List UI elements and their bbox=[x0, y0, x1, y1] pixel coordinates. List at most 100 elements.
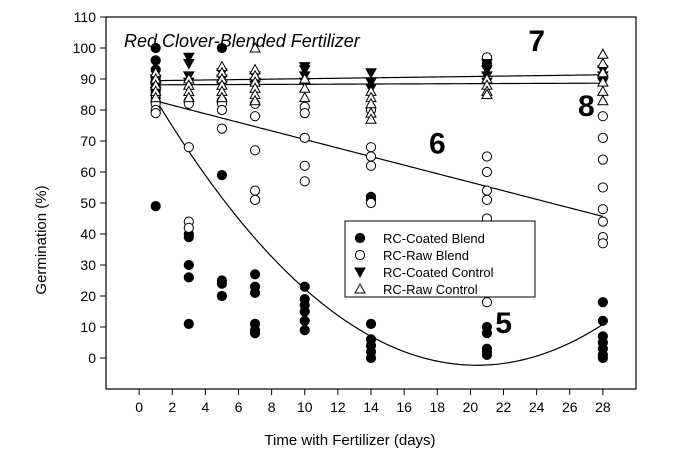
data-point bbox=[299, 132, 310, 143]
data-point bbox=[597, 204, 608, 215]
chart-title: Red Clover-Blended Fertilizer bbox=[124, 31, 361, 51]
data-point bbox=[249, 269, 261, 280]
legend-box bbox=[344, 220, 536, 298]
x-tick-label: 12 bbox=[330, 399, 346, 415]
data-point bbox=[597, 132, 608, 143]
legend-marker bbox=[354, 249, 366, 261]
legend-label: RC-Coated Blend bbox=[383, 231, 485, 246]
data-point bbox=[249, 194, 261, 205]
data-point bbox=[481, 349, 493, 360]
data-point bbox=[183, 232, 194, 243]
curve-labels: 5 6 78 bbox=[429, 25, 595, 340]
data-point bbox=[481, 194, 493, 205]
data-point bbox=[597, 216, 608, 227]
data-point bbox=[183, 222, 194, 233]
x-tick-label: 28 bbox=[595, 399, 611, 415]
data-point bbox=[150, 55, 161, 66]
data-point bbox=[481, 65, 493, 76]
data-point bbox=[150, 108, 161, 119]
data-point bbox=[249, 41, 261, 53]
y-tick-label: 70 bbox=[80, 133, 96, 149]
x-axis-ticks: 0 2 4 6 8 10 12 14 16 18 20 22 24 26 28 bbox=[135, 389, 611, 415]
data-point bbox=[481, 328, 493, 339]
data-point bbox=[249, 185, 261, 196]
data-point bbox=[299, 315, 310, 326]
series-4 bbox=[149, 41, 609, 124]
data-point bbox=[365, 77, 377, 89]
fit-line-8 bbox=[155, 82, 603, 86]
data-point bbox=[150, 42, 161, 54]
x-tick-label: 2 bbox=[168, 399, 176, 415]
x-tick-label: 4 bbox=[201, 399, 209, 415]
data-point bbox=[299, 281, 310, 292]
y-tick-label: 20 bbox=[80, 288, 96, 304]
x-tick-label: 6 bbox=[235, 399, 243, 415]
data-point bbox=[597, 182, 608, 193]
legend-label: RC-Coated Control bbox=[383, 265, 494, 280]
data-point bbox=[481, 59, 493, 70]
data-point bbox=[216, 42, 228, 54]
data-point bbox=[299, 176, 310, 187]
data-point bbox=[365, 142, 377, 153]
curve-label-8: 8 bbox=[578, 90, 595, 123]
series-1 bbox=[150, 42, 608, 364]
data-point bbox=[249, 94, 261, 106]
data-point bbox=[183, 142, 194, 153]
fit-lines bbox=[155, 74, 604, 366]
y-tick-label: 30 bbox=[80, 257, 96, 273]
data-point bbox=[481, 185, 493, 196]
fit-line-7 bbox=[155, 74, 603, 82]
curve-label-7: 7 bbox=[528, 25, 545, 58]
legend-label: RC-Raw Blend bbox=[383, 248, 469, 263]
data-point bbox=[216, 123, 228, 134]
data-point bbox=[481, 166, 493, 178]
curve-label-6: 6 bbox=[429, 127, 446, 160]
data-point bbox=[183, 272, 194, 283]
legend-marker bbox=[354, 232, 366, 244]
data-point bbox=[481, 297, 493, 308]
x-tick-label: 14 bbox=[363, 399, 379, 415]
y-axis-title: Germination (%) bbox=[33, 185, 50, 294]
y-tick-label: 0 bbox=[88, 350, 96, 366]
data-point bbox=[299, 306, 310, 317]
data-point bbox=[216, 170, 228, 181]
data-point bbox=[597, 111, 608, 122]
data-point bbox=[183, 318, 194, 329]
data-point bbox=[481, 88, 493, 99]
data-point bbox=[365, 68, 377, 79]
data-point bbox=[299, 108, 310, 119]
data-point bbox=[216, 104, 228, 116]
fit-line-6 bbox=[155, 100, 604, 218]
data-point bbox=[365, 113, 377, 124]
data-point bbox=[597, 315, 608, 326]
y-tick-label: 50 bbox=[80, 195, 96, 211]
x-tick-label: 20 bbox=[463, 399, 479, 415]
data-point bbox=[183, 259, 194, 271]
x-tick-label: 8 bbox=[268, 399, 276, 415]
data-point bbox=[365, 197, 377, 209]
data-point bbox=[597, 297, 608, 308]
data-point bbox=[249, 111, 261, 122]
y-axis-ticks: 0 10 20 30 40 50 60 70 80 90 100 110 bbox=[73, 9, 106, 366]
data-point bbox=[182, 91, 195, 103]
y-tick-label: 90 bbox=[80, 71, 96, 87]
data-point bbox=[365, 160, 377, 171]
data-point bbox=[365, 352, 377, 364]
data-point bbox=[299, 160, 310, 171]
data-point bbox=[216, 278, 228, 289]
data-point bbox=[249, 287, 261, 298]
data-point bbox=[298, 65, 311, 76]
data-point bbox=[150, 201, 161, 212]
y-tick-label: 10 bbox=[80, 319, 96, 335]
data-point bbox=[597, 48, 609, 59]
series-2 bbox=[150, 52, 608, 308]
curve-label-5: 5 bbox=[495, 307, 512, 340]
data-point bbox=[597, 352, 608, 364]
data-point bbox=[216, 290, 228, 302]
y-tick-label: 80 bbox=[80, 102, 96, 118]
y-tick-label: 100 bbox=[73, 40, 97, 56]
data-point bbox=[299, 325, 310, 336]
data-point bbox=[597, 238, 608, 249]
x-tick-label: 16 bbox=[396, 399, 412, 415]
